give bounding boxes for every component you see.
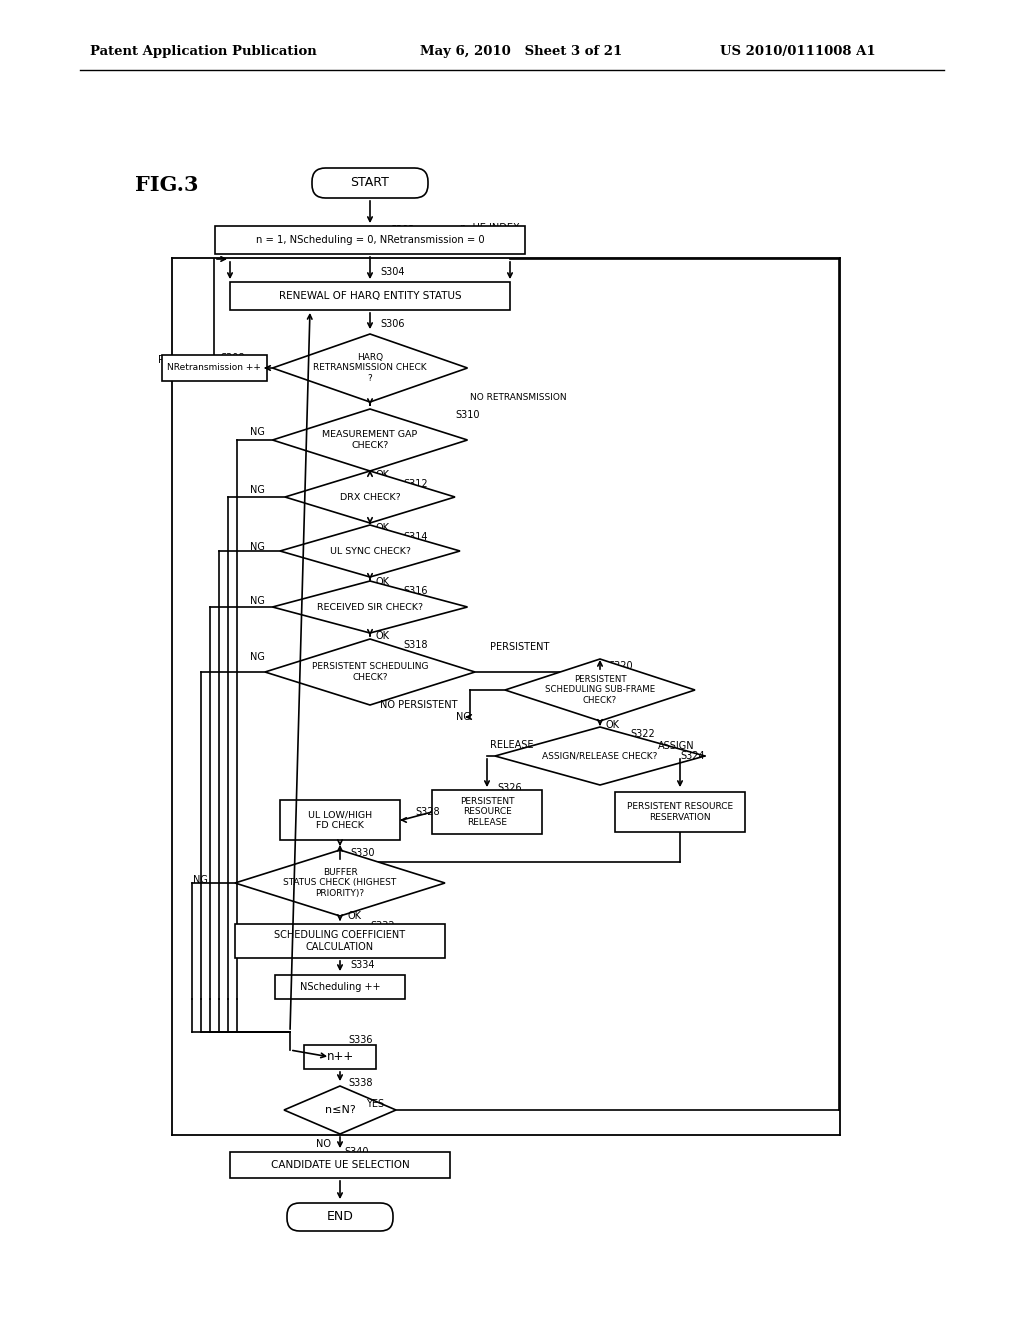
Polygon shape: [272, 409, 468, 471]
Text: START: START: [350, 177, 389, 190]
Text: S312: S312: [403, 479, 428, 488]
Text: NO PERSISTENT: NO PERSISTENT: [380, 700, 458, 710]
Bar: [275, 975, 406, 999]
Text: PERSISTENT
SCHEDULING SUB-FRAME
CHECK?: PERSISTENT SCHEDULING SUB-FRAME CHECK?: [545, 675, 655, 705]
Text: S304: S304: [380, 267, 404, 277]
Text: Patent Application Publication: Patent Application Publication: [90, 45, 316, 58]
Bar: [615, 792, 745, 832]
Polygon shape: [265, 639, 475, 705]
Text: OK: OK: [376, 577, 390, 587]
Polygon shape: [505, 659, 695, 721]
Text: n: UE INDEX: n: UE INDEX: [460, 223, 519, 234]
Text: HARQ
RETRANSMISSION CHECK
?: HARQ RETRANSMISSION CHECK ?: [313, 354, 427, 383]
Bar: [230, 1152, 450, 1177]
Text: NRetransmission ++: NRetransmission ++: [167, 363, 261, 372]
Text: NScheduling ++: NScheduling ++: [300, 982, 380, 993]
Text: OK: OK: [606, 719, 620, 730]
Text: S340: S340: [344, 1147, 369, 1158]
Text: YES: YES: [366, 1100, 384, 1109]
Text: US 2010/0111008 A1: US 2010/0111008 A1: [720, 45, 876, 58]
Text: RENEWAL OF HARQ ENTITY STATUS: RENEWAL OF HARQ ENTITY STATUS: [279, 290, 462, 301]
Text: S338: S338: [348, 1078, 373, 1088]
Polygon shape: [280, 525, 460, 577]
Text: S320: S320: [608, 661, 633, 671]
Text: ASSIGN: ASSIGN: [658, 741, 694, 751]
Text: PERSISTENT
RESOURCE
RELEASE: PERSISTENT RESOURCE RELEASE: [460, 797, 514, 826]
Polygon shape: [234, 850, 445, 916]
Bar: [432, 789, 542, 834]
Polygon shape: [284, 1086, 396, 1134]
Text: NG: NG: [193, 875, 208, 884]
Text: NO RETRANSMISSION: NO RETRANSMISSION: [470, 393, 566, 403]
Text: S316: S316: [403, 586, 427, 597]
Text: NO: NO: [316, 1139, 331, 1148]
Text: S306: S306: [380, 319, 404, 329]
Text: NG: NG: [250, 484, 265, 495]
Text: S330: S330: [350, 847, 375, 858]
Text: DRX CHECK?: DRX CHECK?: [340, 492, 400, 502]
Text: S332: S332: [370, 921, 394, 931]
Text: RELEASE: RELEASE: [490, 741, 534, 750]
Text: BUFFER
STATUS CHECK (HIGHEST
PRIORITY)?: BUFFER STATUS CHECK (HIGHEST PRIORITY)?: [284, 869, 396, 898]
Text: n≤N?: n≤N?: [325, 1105, 355, 1115]
Polygon shape: [272, 581, 468, 634]
Text: FIG.3: FIG.3: [135, 176, 199, 195]
Bar: [162, 355, 266, 381]
Text: PERSISTENT SCHEDULING
CHECK?: PERSISTENT SCHEDULING CHECK?: [311, 663, 428, 681]
Text: OK: OK: [376, 523, 390, 533]
Text: NG: NG: [456, 711, 471, 722]
Text: S314: S314: [403, 532, 427, 543]
Text: May 6, 2010   Sheet 3 of 21: May 6, 2010 Sheet 3 of 21: [420, 45, 623, 58]
Bar: [304, 1045, 376, 1069]
Text: S328: S328: [415, 807, 439, 817]
Text: RETRANSMISSION: RETRANSMISSION: [158, 355, 245, 366]
Text: SCHEDULING COEFFICIENT
CALCULATION: SCHEDULING COEFFICIENT CALCULATION: [274, 931, 406, 952]
Text: CANDIDATE UE SELECTION: CANDIDATE UE SELECTION: [270, 1160, 410, 1170]
Polygon shape: [495, 727, 705, 785]
Text: S310: S310: [455, 411, 479, 420]
Text: MEASUREMENT GAP
CHECK?: MEASUREMENT GAP CHECK?: [323, 430, 418, 450]
Text: S318: S318: [403, 640, 427, 649]
Polygon shape: [272, 334, 468, 403]
Text: S324: S324: [680, 751, 705, 762]
Text: S336: S336: [348, 1035, 373, 1045]
Text: NG: NG: [250, 543, 265, 552]
Text: OK: OK: [376, 631, 390, 642]
Text: S322: S322: [630, 729, 654, 739]
Text: S302: S302: [390, 224, 415, 235]
Text: END: END: [327, 1210, 353, 1224]
Bar: [215, 226, 525, 253]
Text: UL SYNC CHECK?: UL SYNC CHECK?: [330, 546, 411, 556]
Text: n++: n++: [327, 1051, 353, 1064]
Text: NG: NG: [250, 597, 265, 606]
Bar: [234, 924, 445, 958]
Text: OK: OK: [376, 470, 390, 480]
Text: PERSISTENT: PERSISTENT: [490, 642, 549, 652]
Text: (n=1...N): (n=1...N): [467, 235, 512, 246]
Text: ASSIGN/RELEASE CHECK?: ASSIGN/RELEASE CHECK?: [543, 751, 657, 760]
Text: NG: NG: [250, 426, 265, 437]
Text: S334: S334: [350, 960, 375, 970]
FancyBboxPatch shape: [287, 1203, 393, 1232]
Text: NG: NG: [250, 652, 265, 663]
Bar: [280, 800, 400, 840]
Polygon shape: [285, 471, 455, 523]
Bar: [230, 282, 510, 310]
Text: PERSISTENT RESOURCE
RESERVATION: PERSISTENT RESOURCE RESERVATION: [627, 803, 733, 821]
Text: UL LOW/HIGH
FD CHECK: UL LOW/HIGH FD CHECK: [308, 810, 372, 830]
Text: RECEIVED SIR CHECK?: RECEIVED SIR CHECK?: [317, 602, 423, 611]
Text: n = 1, NScheduling = 0, NRetransmission = 0: n = 1, NScheduling = 0, NRetransmission …: [256, 235, 484, 246]
FancyBboxPatch shape: [312, 168, 428, 198]
Text: OK: OK: [347, 911, 361, 921]
Text: S326: S326: [497, 783, 521, 793]
Text: S308: S308: [220, 352, 245, 363]
